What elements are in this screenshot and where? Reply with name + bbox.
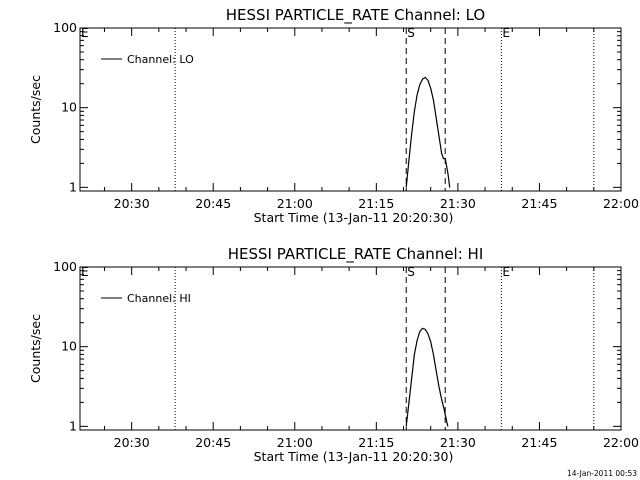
data-point [405, 425, 407, 427]
data-point [430, 87, 432, 89]
series-line [405, 76, 451, 188]
x-tick-label: 21:15 [358, 196, 394, 211]
y-tick-label: 10 [61, 339, 77, 354]
y-tick-label: 1 [69, 418, 77, 433]
data-point [405, 186, 407, 188]
data-point [427, 79, 429, 81]
y-axis-label: Counts/sec [28, 314, 43, 383]
marker-label: E [502, 265, 510, 279]
data-point [416, 94, 418, 96]
data-point [445, 162, 447, 164]
x-tick-label: 21:30 [440, 435, 476, 450]
plot-frame [79, 266, 622, 431]
x-tick-label: 20:30 [114, 435, 150, 450]
data-point [424, 76, 426, 78]
x-tick-label: 21:00 [277, 435, 313, 450]
data-point [408, 159, 410, 161]
data-point [430, 341, 432, 343]
data-point [416, 339, 418, 341]
data-point [411, 133, 413, 135]
data-point [411, 377, 413, 379]
data-point [438, 385, 440, 387]
marker-label: E [81, 265, 89, 279]
data-point [427, 333, 429, 335]
data-point [438, 134, 440, 136]
data-point [444, 158, 446, 159]
y-tick-label: 100 [53, 259, 77, 274]
chart-panel-hi: HESSI PARTICLE_RATE Channel: HI 1 10 100 20:… [28, 245, 639, 464]
y-axis-label: Counts/sec [28, 75, 43, 144]
chart-title: HESSI PARTICLE_RATE Channel: LO [226, 6, 485, 25]
data-point [433, 99, 434, 101]
data-point [447, 425, 449, 427]
data-point [413, 110, 415, 112]
data-point [443, 409, 445, 411]
data-point [446, 422, 448, 424]
data-point [435, 117, 437, 119]
marker-label: E [502, 26, 510, 40]
y-tick-label: 10 [61, 100, 77, 115]
data-point [441, 152, 442, 154]
x-tick-label: 21:00 [277, 196, 313, 211]
data-point [433, 353, 434, 355]
data-point [408, 401, 410, 403]
x-tick-label: 20:45 [195, 435, 231, 450]
chart-title: HESSI PARTICLE_RATE Channel: HI [228, 245, 484, 264]
x-tick-label: 21:45 [521, 435, 557, 450]
x-tick-label: 20:30 [114, 196, 150, 211]
x-tick-label: 20:45 [195, 196, 231, 211]
plot-frame [79, 27, 622, 192]
x-axis-label: Start Time (13-Jan-11 20:20:30) [254, 210, 454, 225]
marker-label: S [407, 265, 415, 279]
data-point [422, 78, 423, 80]
data-point [441, 398, 442, 400]
data-point [419, 84, 421, 85]
legend-label: Channel: HI [127, 292, 191, 305]
footer-timestamp: 14-Jan-2011 00:53 [567, 469, 637, 478]
marker-label: S [407, 26, 415, 40]
marker-label: E [81, 26, 89, 40]
legend-label: Channel: LO [127, 53, 194, 66]
y-tick-label: 100 [53, 20, 77, 35]
data-point [419, 331, 421, 332]
x-axis-label: Start Time (13-Jan-11 20:20:30) [254, 449, 454, 464]
y-tick-label: 1 [69, 179, 77, 194]
data-point [422, 327, 423, 329]
x-tick-label: 21:45 [521, 196, 557, 211]
data-point [424, 328, 426, 330]
x-tick-label: 22:00 [603, 196, 639, 211]
data-point [447, 172, 449, 174]
chart-panel-lo: HESSI PARTICLE_RATE Channel: LO 1 10 100 20:… [28, 6, 639, 225]
x-tick-label: 21:15 [358, 435, 394, 450]
x-tick-label: 21:30 [440, 196, 476, 211]
data-point [449, 186, 451, 188]
x-tick-label: 22:00 [603, 435, 639, 450]
data-point [435, 370, 437, 372]
data-point [442, 158, 444, 159]
data-point [413, 353, 415, 355]
series-line [405, 327, 449, 427]
